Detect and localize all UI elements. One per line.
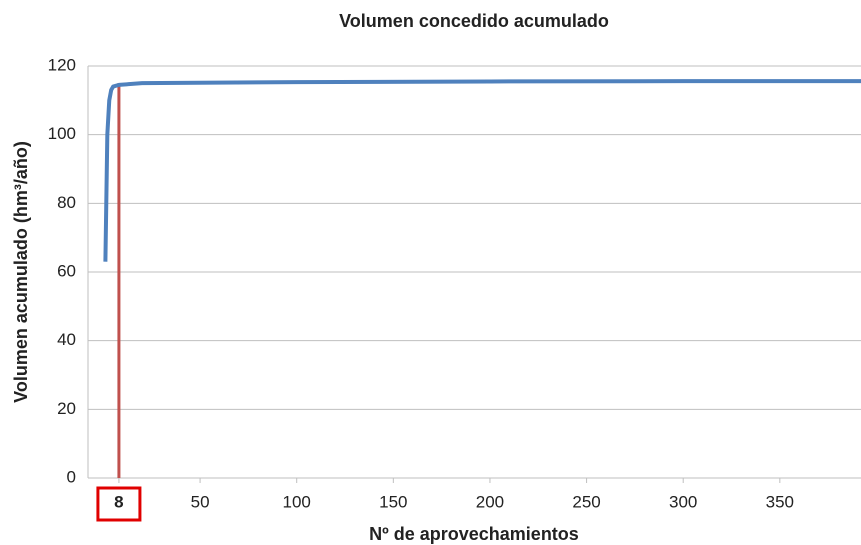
x-tick-label: 250 [572,492,600,511]
data-line [103,79,861,262]
x-tick-label: 100 [283,492,311,511]
y-tick-label: 120 [48,55,76,74]
x-tick-label: 8 [114,492,123,511]
y-axis-label: Volumen acumulado (hm³/año) [11,141,31,403]
y-tick-label: 40 [57,330,76,349]
x-tick-label: 50 [191,492,210,511]
y-tick-label: 20 [57,399,76,418]
y-tick-label: 60 [57,261,76,280]
x-tick-label: 200 [476,492,504,511]
x-axis-label: Nº de aprovechamientos [369,524,579,544]
chart-title: Volumen concedido acumulado [339,11,609,31]
x-tick-label: 350 [766,492,794,511]
x-tick-label: 150 [379,492,407,511]
x-tick-label: 300 [669,492,697,511]
y-tick-label: 100 [48,124,76,143]
highlight-box [96,486,142,522]
y-tick-label: 0 [67,467,76,486]
y-tick-label: 80 [57,193,76,212]
